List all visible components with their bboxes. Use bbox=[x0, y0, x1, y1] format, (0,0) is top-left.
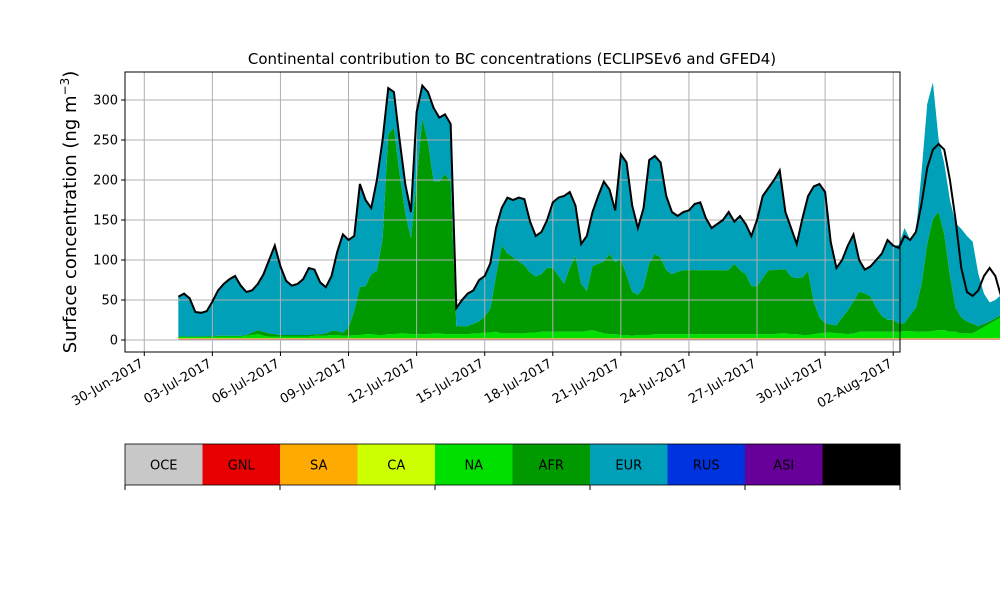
x-tick-label: 03-Jul-2017 bbox=[142, 356, 215, 407]
x-tick-label: 09-Jul-2017 bbox=[278, 356, 351, 407]
y-axis-label: Surface concentration (ng m−3) bbox=[58, 71, 81, 354]
legend-label-eur: EUR bbox=[615, 459, 642, 474]
chart-title: Continental contribution to BC concentra… bbox=[248, 50, 776, 68]
y-tick-label: 50 bbox=[101, 294, 118, 309]
legend-label-oce: OCE bbox=[150, 459, 178, 474]
legend-swatch-sa bbox=[280, 444, 358, 485]
x-tick-label: 27-Jul-2017 bbox=[686, 356, 759, 407]
legend-label-ca: CA bbox=[387, 459, 405, 474]
area-eur bbox=[178, 82, 1000, 337]
legend-swatch-asi bbox=[745, 444, 823, 485]
x-tick-label: 02-Aug-2017 bbox=[815, 356, 895, 411]
y-tick-label: 300 bbox=[93, 94, 118, 109]
legend-label-rus: RUS bbox=[693, 459, 720, 474]
legend-swatch-gnl bbox=[202, 444, 281, 485]
legend-frame bbox=[124, 443, 901, 486]
legend-swatch-oce bbox=[125, 444, 203, 485]
x-tick-label: 30-Jun-2017 bbox=[69, 356, 146, 409]
legend-label-asi: ASI bbox=[773, 459, 794, 474]
x-tick-label: 24-Jul-2017 bbox=[618, 356, 691, 407]
x-tick-label: 18-Jul-2017 bbox=[482, 356, 555, 407]
x-tick-label: 21-Jul-2017 bbox=[550, 356, 623, 407]
stacked-area-layers bbox=[178, 82, 1000, 340]
legend-label-sa: SA bbox=[310, 459, 327, 474]
legend-swatch-afr bbox=[512, 444, 591, 485]
legend-swatch-eur bbox=[590, 444, 668, 485]
legend-label-afr: AFR bbox=[539, 459, 564, 474]
y-axis: 0 50 100 150 200 250 300 bbox=[93, 94, 125, 349]
area-na bbox=[178, 317, 1000, 339]
y-tick-label: 150 bbox=[93, 214, 118, 229]
total-concentration-line bbox=[177, 83, 1000, 314]
y-tick-label: 100 bbox=[93, 254, 118, 269]
grid bbox=[125, 72, 900, 352]
y-tick-label: 0 bbox=[110, 334, 118, 349]
x-tick-label: 06-Jul-2017 bbox=[210, 356, 283, 407]
x-axis: 30-Jun-201703-Jul-201706-Jul-201709-Jul-… bbox=[69, 352, 895, 412]
legend-label-aus: AUS bbox=[848, 459, 875, 474]
color-legend: OCE GNL SA CA NA AFR EUR RUS ASI AUS bbox=[124, 443, 901, 490]
plot-frame bbox=[124, 71, 901, 353]
area-afr bbox=[178, 118, 1000, 337]
legend-swatch-rus bbox=[667, 444, 746, 485]
x-tick-label: 12-Jul-2017 bbox=[346, 356, 419, 407]
legend-swatch-ca bbox=[357, 444, 436, 485]
legend-label-gnl: GNL bbox=[228, 459, 256, 474]
y-tick-label: 200 bbox=[93, 174, 118, 189]
legend-swatch-aus bbox=[822, 444, 901, 485]
y-tick-label: 250 bbox=[93, 134, 118, 149]
legend-swatch-na bbox=[435, 444, 513, 485]
legend-label-na: NA bbox=[464, 459, 483, 474]
x-tick-label: 15-Jul-2017 bbox=[414, 356, 487, 407]
